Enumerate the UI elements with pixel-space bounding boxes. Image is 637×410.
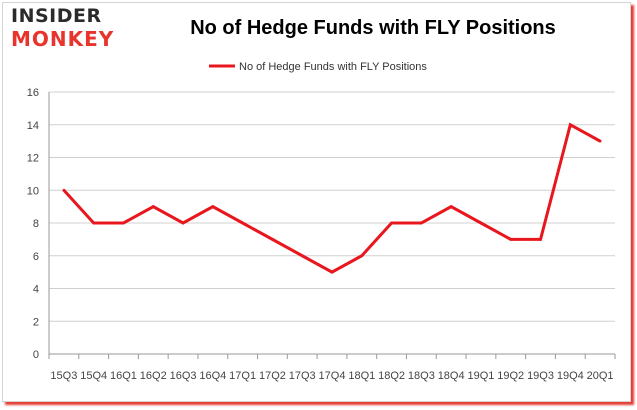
data-point	[598, 139, 602, 143]
x-tick-label: 18Q2	[378, 370, 405, 382]
insider-monkey-logo: INSIDER MONKEY	[11, 7, 123, 57]
data-point	[211, 205, 215, 209]
legend: No of Hedge Funds with FLY Positions	[209, 61, 427, 73]
x-tick-label: 19Q1	[467, 370, 494, 382]
data-point	[92, 221, 96, 225]
x-tick-label: 15Q4	[80, 370, 107, 382]
x-tick-label: 17Q3	[289, 370, 316, 382]
data-point	[539, 237, 542, 241]
data-point	[449, 205, 453, 209]
logo-line-1: INSIDER	[11, 5, 102, 27]
data-point	[360, 254, 364, 258]
y-tick-label: 2	[33, 316, 39, 328]
legend-label: No of Hedge Funds with FLY Positions	[239, 61, 427, 73]
data-point	[419, 221, 423, 225]
chart-frame: INSIDER MONKEY No of Hedge Funds with FL…	[2, 2, 631, 402]
data-point	[122, 221, 125, 225]
y-tick-label: 4	[33, 284, 39, 296]
y-tick-label: 12	[27, 153, 39, 165]
data-point	[181, 221, 185, 225]
y-tick-labels: 0 2 4 6 8 10 12 14 16	[27, 87, 39, 361]
series-layer	[62, 122, 602, 274]
data-point	[509, 237, 513, 241]
y-tick-label: 16	[27, 87, 39, 99]
data-point	[62, 188, 66, 192]
data-point	[241, 221, 245, 225]
x-tick-label: 17Q1	[229, 370, 256, 382]
x-tick-label: 16Q4	[199, 370, 226, 382]
data-point	[151, 205, 155, 209]
x-tick-label: 16Q2	[140, 370, 167, 382]
x-tick-label: 19Q4	[557, 370, 584, 382]
y-tick-label: 14	[27, 120, 39, 132]
data-point	[479, 221, 483, 225]
axes	[48, 92, 616, 359]
y-tick-label: 10	[27, 185, 39, 197]
x-tick-label: 20Q1	[587, 370, 614, 382]
data-point	[568, 123, 572, 127]
x-tick-label: 15Q3	[50, 370, 77, 382]
y-tick-label: 0	[33, 349, 39, 361]
x-tick-label: 18Q4	[438, 370, 465, 382]
y-tick-label: 8	[33, 218, 39, 230]
data-point	[330, 270, 334, 274]
grid-lines	[49, 91, 615, 355]
x-tick-label: 17Q2	[259, 370, 286, 382]
x-tick-labels: 15Q3 15Q4 16Q1 16Q2 16Q3 16Q4 17Q1 17Q2 17Q3 17Q4…	[50, 370, 613, 382]
x-tick-label: 16Q3	[170, 370, 197, 382]
x-tick-label: 17Q4	[319, 370, 346, 382]
logo-line-2: MONKEY	[11, 27, 115, 51]
data-point	[271, 237, 274, 241]
data-point	[300, 254, 304, 258]
y-tick-label: 6	[33, 251, 39, 263]
x-tick-label: 16Q1	[110, 370, 137, 382]
chart-title: No of Hedge Funds with FLY Positions	[190, 17, 556, 39]
x-tick-label: 18Q1	[348, 370, 375, 382]
series-line	[62, 122, 601, 274]
data-point	[390, 221, 393, 225]
x-tick-label: 18Q3	[408, 370, 435, 382]
x-tick-label: 19Q3	[527, 370, 554, 382]
x-tick-label: 19Q2	[497, 370, 524, 382]
